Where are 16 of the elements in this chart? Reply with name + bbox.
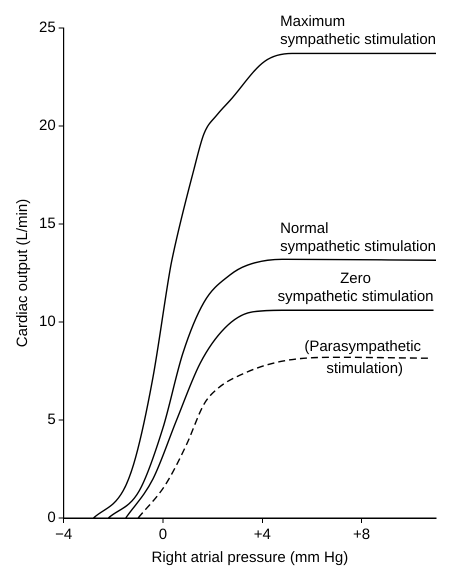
series-label: Maximum sympathetic stimulation [280, 13, 436, 48]
y-tick-label: 25 [38, 19, 56, 36]
series-label: (Parasympathetic stimulation) [304, 338, 422, 377]
x-tick-label: 0 [158, 526, 168, 544]
series-label: Zero sympathetic stimulation [278, 270, 434, 305]
x-axis-title: Right atrial pressure (mm Hg) [151, 549, 348, 566]
x-tick-label: +4 [254, 526, 271, 544]
y-tick-label: 0 [47, 509, 56, 526]
y-tick-label: 5 [47, 411, 56, 428]
y-tick-label: 15 [38, 215, 56, 232]
y-tick-label: 10 [38, 313, 56, 330]
series-label: Normal sympathetic stimulation [280, 220, 436, 255]
y-axis-title: Cardiac output (L/min) [14, 198, 32, 348]
y-tick-label: 20 [38, 117, 56, 134]
x-tick-label: +8 [352, 526, 370, 544]
x-tick-label: −4 [55, 526, 72, 544]
